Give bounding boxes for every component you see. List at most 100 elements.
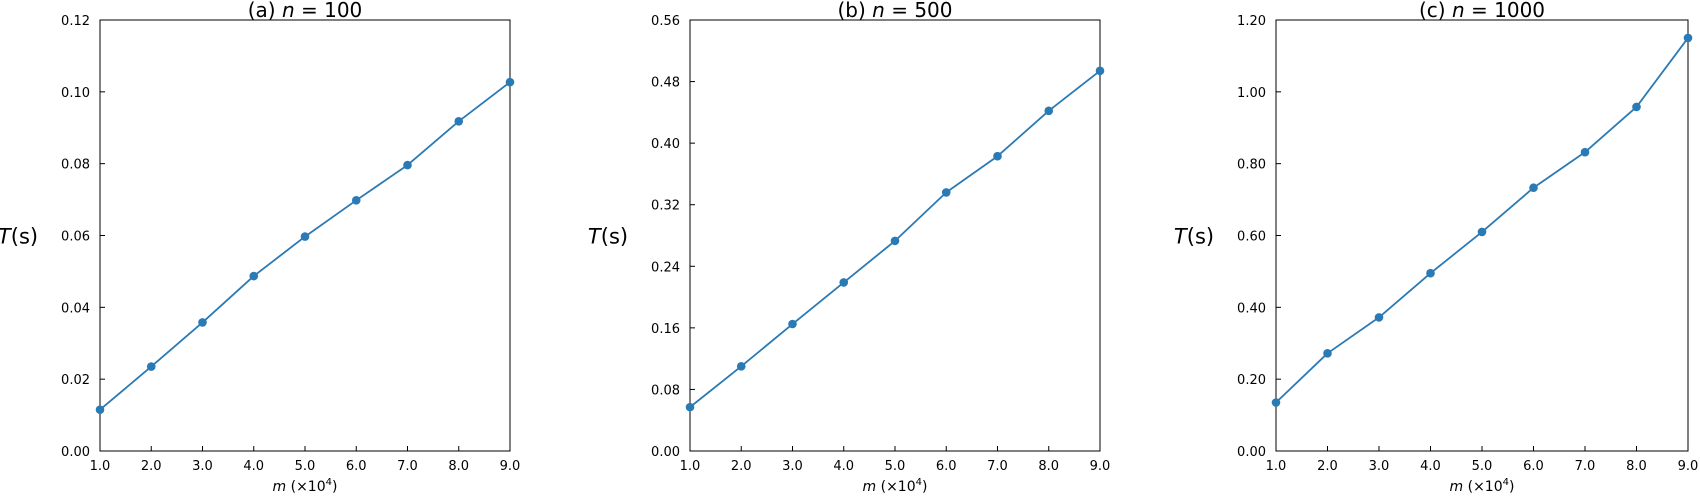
y-tick-label: 0.00	[61, 445, 90, 460]
x-axis-label: m (×104)	[273, 477, 338, 495]
x-tick-label: 2.0	[731, 459, 752, 474]
chart-title: (b) n = 500	[837, 0, 952, 22]
chart-panel-2: 1.0 2.0 3.0 4.0 5.0 6.0 7.0 8.0 9.0 0.00 0.08 0.16 0…	[588, 0, 1110, 495]
x-axis-label-close: )	[1509, 479, 1514, 495]
data-point	[1477, 227, 1487, 237]
x-tick-label: 1.0	[680, 459, 701, 474]
chart-title: (a) n = 100	[248, 0, 363, 22]
data-point	[736, 362, 746, 371]
y-tick-label: 0.12	[61, 14, 90, 29]
y-tick-label: 0.16	[651, 322, 680, 337]
x-tick-label: 6.0	[1523, 459, 1544, 474]
x-tick-label: 2.0	[141, 459, 162, 474]
data-point	[839, 278, 849, 287]
x-tick-label: 8.0	[1626, 459, 1647, 474]
x-axis-label-var: m	[273, 479, 287, 495]
y-axis-label: T(s)	[588, 225, 628, 249]
y-tick-label: 1.00	[1237, 86, 1266, 101]
y-tick-label: 0.20	[1237, 373, 1266, 388]
chart-title-rest: = 1000	[1465, 0, 1545, 22]
x-axis-label-exp: 4	[326, 477, 332, 488]
y-tick-label: 0.08	[61, 158, 90, 173]
y-tick-label: 0.04	[61, 301, 90, 316]
data-point	[1580, 147, 1590, 157]
x-tick-label: 5.0	[885, 459, 906, 474]
data-point	[198, 318, 207, 327]
data-point	[505, 77, 515, 87]
data-point	[454, 116, 464, 126]
y-tick-label: 0.00	[651, 445, 680, 460]
data-point	[685, 402, 695, 412]
data-point	[1529, 183, 1538, 193]
data-point	[1271, 398, 1281, 407]
data-point	[941, 188, 951, 197]
x-tick-label: 9.0	[500, 459, 521, 474]
data-point	[1323, 349, 1332, 358]
data-point	[403, 160, 412, 170]
data-point	[1683, 33, 1693, 43]
x-axis-label-exp: 4	[916, 477, 922, 488]
chart-panel-3: 1.0 2.0 3.0 4.0 5.0 6.0 7.0 8.0 9.0 0.00 0.20 0.40 0…	[1174, 0, 1698, 495]
y-axis-label-var: T	[588, 225, 603, 249]
data-point	[249, 271, 259, 281]
y-axis-label-var: T	[1174, 225, 1189, 249]
data-point	[1426, 268, 1435, 278]
x-tick-label: 4.0	[243, 459, 264, 474]
x-tick-label: 4.0	[833, 459, 854, 474]
x-tick-label: 6.0	[936, 459, 957, 474]
y-tick-label: 0.32	[651, 199, 680, 214]
y-tick-label: 0.60	[1237, 230, 1266, 245]
y-tick-label: 0.40	[651, 137, 680, 152]
x-tick-label: 7.0	[1575, 459, 1596, 474]
x-tick-label: 9.0	[1678, 459, 1699, 474]
chart-title: (c) n = 1000	[1419, 0, 1545, 22]
x-tick-label: 9.0	[1090, 459, 1111, 474]
chart-title-prefix: (c)	[1419, 0, 1452, 22]
data-point	[993, 151, 1002, 161]
y-tick-label: 0.24	[651, 260, 680, 275]
y-axis-label-unit: (s)	[1187, 225, 1214, 249]
y-tick-label: 0.48	[651, 76, 680, 91]
data-point	[890, 236, 900, 246]
y-tick-label: 0.06	[61, 230, 90, 245]
data-point	[300, 232, 310, 241]
data-point	[146, 362, 156, 371]
data-point	[1632, 102, 1641, 112]
chart-title-variable: n	[282, 0, 295, 22]
chart-title-rest: = 500	[885, 0, 953, 22]
x-axis-label-unit: (×10	[1463, 479, 1502, 495]
y-tick-label: 1.20	[1237, 14, 1266, 29]
x-tick-label: 4.0	[1420, 459, 1441, 474]
chart-title-prefix: (a)	[248, 0, 282, 22]
y-tick-label: 0.00	[1237, 445, 1266, 460]
x-tick-label: 3.0	[782, 459, 803, 474]
x-tick-label: 1.0	[1266, 459, 1287, 474]
y-tick-label: 0.56	[651, 14, 680, 29]
x-axis-label-close: )	[332, 479, 337, 495]
x-tick-label: 5.0	[1472, 459, 1493, 474]
data-point	[788, 319, 797, 329]
y-axis-label-var: T	[0, 225, 13, 249]
x-axis-label-unit: (×10	[286, 479, 325, 495]
x-tick-label: 8.0	[448, 459, 469, 474]
x-tick-label: 3.0	[1369, 459, 1390, 474]
y-tick-label: 0.02	[61, 373, 90, 388]
chart-title-variable: n	[1452, 0, 1465, 22]
x-tick-label: 7.0	[397, 459, 418, 474]
x-axis-label: m (×104)	[863, 477, 928, 495]
chart-title-rest: = 100	[295, 0, 363, 22]
x-axis-label-unit: (×10	[876, 479, 915, 495]
chart-title-variable: n	[872, 0, 885, 22]
y-tick-label: 0.40	[1237, 301, 1266, 316]
data-point	[95, 405, 105, 414]
chart-panel-1: 1.0 2.0 3.0 4.0 5.0 6.0 7.0 8.0 9.0 0.00 0.02 0.04 0…	[0, 0, 520, 495]
x-tick-label: 5.0	[295, 459, 316, 474]
y-axis-label: T(s)	[0, 225, 38, 249]
data-point	[1095, 66, 1105, 76]
x-axis-label: m (×104)	[1450, 477, 1515, 495]
x-axis-label-close: )	[922, 479, 927, 495]
y-tick-label: 0.08	[651, 383, 680, 398]
data-point	[351, 196, 361, 205]
x-tick-label: 2.0	[1317, 459, 1338, 474]
